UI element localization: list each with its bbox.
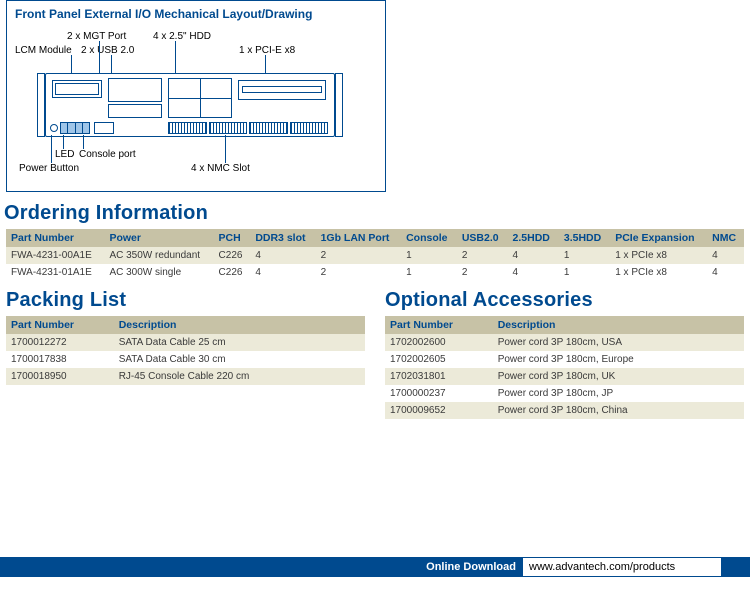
col-header: 1Gb LAN Port: [316, 229, 402, 247]
col-header: Part Number: [6, 316, 114, 334]
col-header: PCH: [214, 229, 251, 247]
col-header: NMC: [707, 229, 744, 247]
table-row: 1700009652Power cord 3P 180cm, China: [385, 402, 744, 419]
callout-hdd: 4 x 2.5" HDD: [153, 31, 211, 42]
table-row: FWA-4231-01A1E AC 300W single C226 4 2 1…: [6, 264, 744, 281]
ordering-table: Part Number Power PCH DDR3 slot 1Gb LAN …: [6, 229, 744, 281]
footer-cap: [722, 557, 750, 577]
table-header-row: Part Number Power PCH DDR3 slot 1Gb LAN …: [6, 229, 744, 247]
callout-usb: 2 x USB 2.0: [81, 45, 134, 56]
callout-nmc: 4 x NMC Slot: [191, 163, 250, 174]
col-header: PCIe Expansion: [610, 229, 707, 247]
callout-pcie: 1 x PCI-E x8: [239, 45, 295, 56]
col-header: Description: [493, 316, 744, 334]
diagram-title: Front Panel External I/O Mechanical Layo…: [15, 7, 377, 21]
diagram-area: 2 x MGT Port 4 x 2.5" HDD LCM Module 2 x…: [15, 31, 377, 181]
accessories-heading: Optional Accessories: [385, 289, 744, 312]
callout-lcm: LCM Module: [15, 45, 72, 56]
table-row: 1702002600Power cord 3P 180cm, USA: [385, 334, 744, 351]
col-header: Description: [114, 316, 365, 334]
table-row: 1702031801Power cord 3P 180cm, UK: [385, 368, 744, 385]
table-row: FWA-4231-00A1E AC 350W redundant C226 4 …: [6, 247, 744, 264]
table-row: 1700017838SATA Data Cable 30 cm: [6, 351, 365, 368]
table-row: 1700000237Power cord 3P 180cm, JP: [385, 385, 744, 402]
callout-mgt: 2 x MGT Port: [67, 31, 126, 42]
ordering-heading: Ordering Information: [4, 202, 750, 225]
col-header: 2.5HDD: [508, 229, 559, 247]
footer-label: Online Download: [0, 557, 522, 577]
front-panel-diagram-box: Front Panel External I/O Mechanical Layo…: [6, 0, 386, 192]
callout-console: Console port: [79, 149, 136, 160]
table-header-row: Part Number Description: [6, 316, 365, 334]
chassis: [45, 73, 335, 137]
col-header: Part Number: [385, 316, 493, 334]
col-header: Power: [104, 229, 213, 247]
col-header: Console: [401, 229, 457, 247]
accessories-table: Part Number Description 1702002600Power …: [385, 316, 744, 419]
col-header: USB2.0: [457, 229, 508, 247]
col-header: Part Number: [6, 229, 104, 247]
footer-url: www.advantech.com/products: [522, 557, 722, 577]
packing-heading: Packing List: [6, 289, 365, 312]
col-header: DDR3 slot: [250, 229, 315, 247]
col-header: 3.5HDD: [559, 229, 610, 247]
footer-bar: Online Download www.advantech.com/produc…: [0, 557, 750, 577]
packing-table: Part Number Description 1700012272SATA D…: [6, 316, 365, 385]
table-row: 1700012272SATA Data Cable 25 cm: [6, 334, 365, 351]
table-header-row: Part Number Description: [385, 316, 744, 334]
callout-power: Power Button: [19, 163, 79, 174]
table-row: 1700018950RJ-45 Console Cable 220 cm: [6, 368, 365, 385]
callout-led: LED: [55, 149, 74, 160]
table-row: 1702002605Power cord 3P 180cm, Europe: [385, 351, 744, 368]
